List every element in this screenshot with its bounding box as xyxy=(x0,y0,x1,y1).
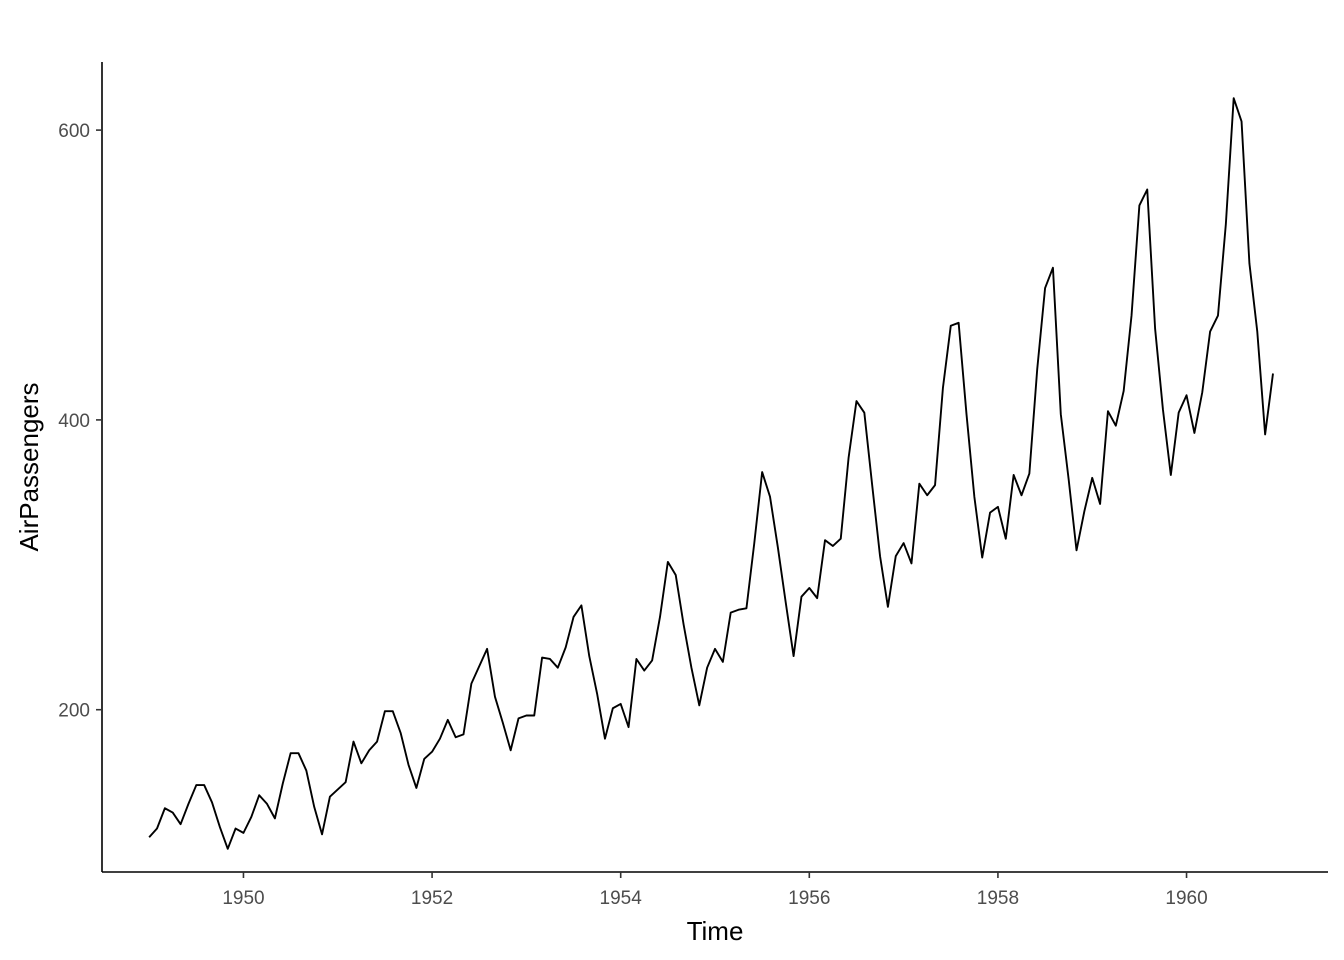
y-tick-label: 200 xyxy=(58,701,90,722)
y-axis-ticks: 200 400 600 xyxy=(58,121,102,722)
y-tick-label: 400 xyxy=(58,411,90,432)
y-axis-title: AirPassengers xyxy=(14,382,44,551)
x-tick-label: 1958 xyxy=(977,888,1019,909)
series-line-airpassengers xyxy=(148,97,1274,850)
x-tick-label: 1952 xyxy=(411,888,453,909)
x-tick-label: 1956 xyxy=(788,888,830,909)
y-tick-label: 600 xyxy=(58,121,90,142)
x-axis-ticks: 1950 1952 1954 1956 1958 1960 xyxy=(222,872,1208,909)
x-tick-label: 1954 xyxy=(600,888,643,909)
x-tick-label: 1960 xyxy=(1165,888,1207,909)
x-tick-label: 1950 xyxy=(222,888,264,909)
x-axis-title: Time xyxy=(687,916,744,946)
